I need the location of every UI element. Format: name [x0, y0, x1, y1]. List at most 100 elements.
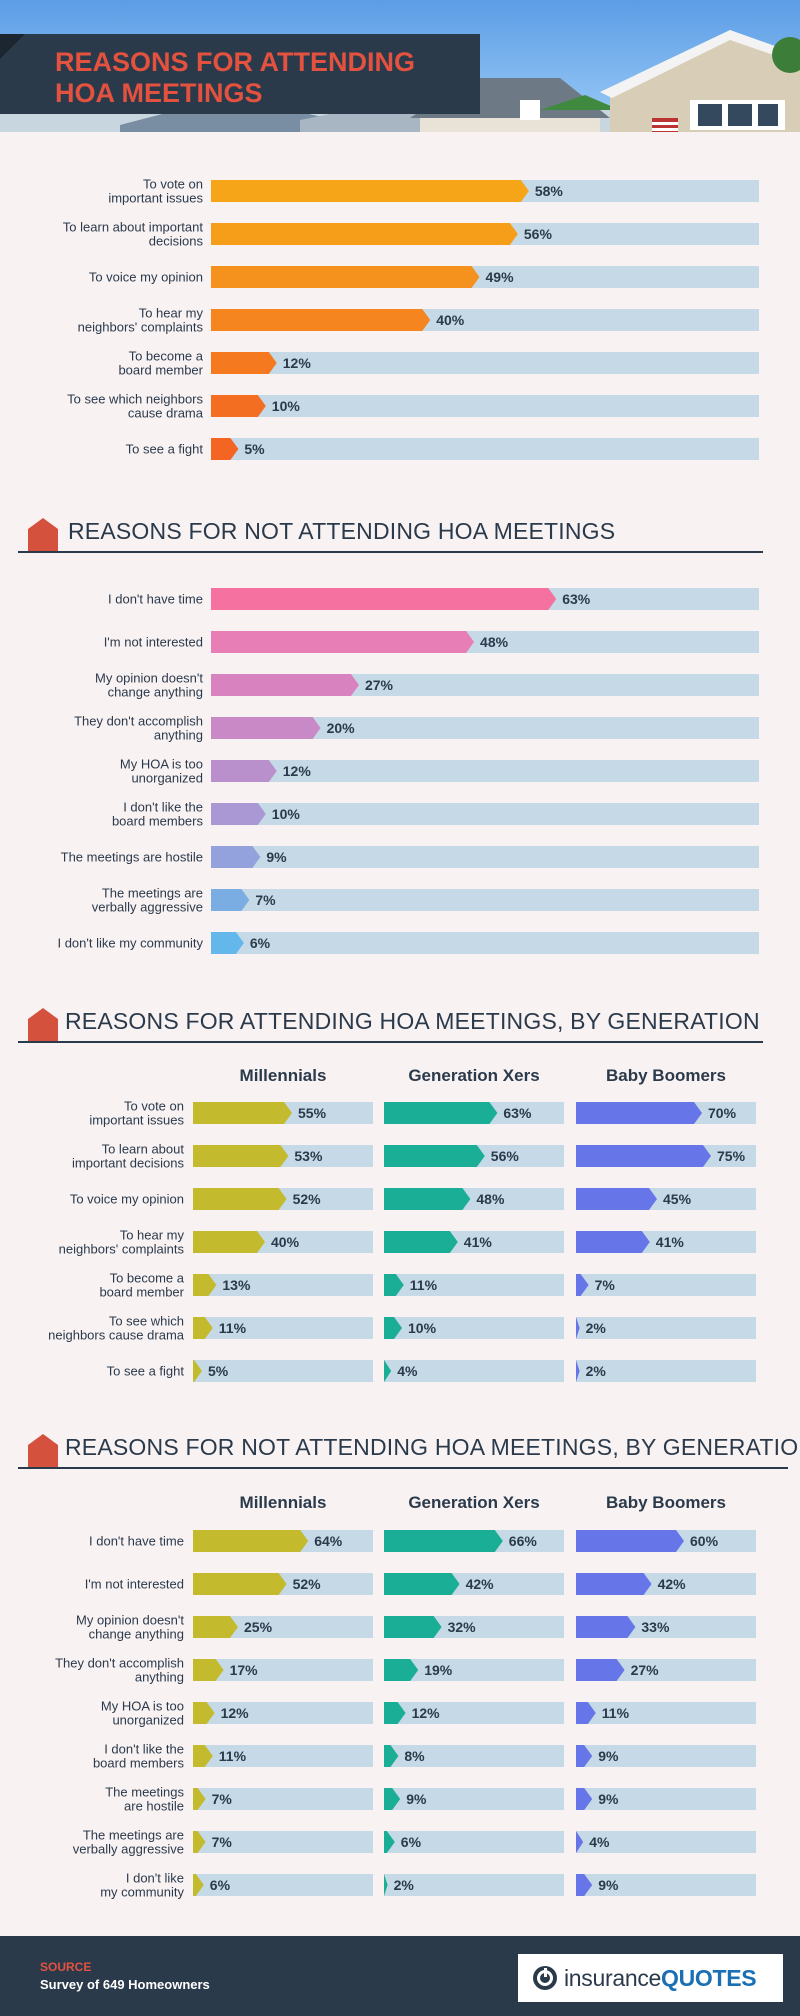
- bar-value-label: 10%: [272, 806, 301, 822]
- row-the-meetings-are-hostile-baby-boomers-bar: 9%: [576, 1788, 756, 1810]
- bar-fill: [193, 1317, 213, 1339]
- bar-value-label: 6%: [210, 1877, 231, 1893]
- bar-value-label: 64%: [314, 1533, 343, 1549]
- bar-value-label: 41%: [656, 1234, 685, 1250]
- row-i-don-t-like-the-board-members-label: I don't like the board members: [112, 800, 204, 829]
- bar-value-label: 32%: [448, 1619, 477, 1635]
- row-to-voice-my-opinion-baby-boomers-bar: 45%: [576, 1188, 756, 1210]
- bar-track: [211, 803, 759, 825]
- row-they-don-t-accomplish-anything-label: They don't accomplish anything: [74, 714, 203, 743]
- row-to-become-a-board-member-millennials-bar: 13%: [193, 1274, 373, 1296]
- bar-value-label: 25%: [244, 1619, 273, 1635]
- brand-logo[interactable]: insuranceQUOTES: [518, 1954, 783, 2002]
- row-my-opinion-doesn-t-change-anything-bar: 27%: [211, 674, 759, 696]
- house-icon: [28, 1008, 58, 1042]
- bar-value-label: 9%: [598, 1748, 619, 1764]
- bar-fill: [576, 1274, 589, 1296]
- bar-fill: [576, 1616, 636, 1638]
- bar-fill: [384, 1145, 485, 1167]
- bar-track: [576, 1745, 756, 1767]
- row-i-m-not-interested-label: I'm not interested: [104, 635, 203, 650]
- bar-value-label: 42%: [658, 1576, 687, 1592]
- row-the-meetings-are-hostile-bar: 9%: [211, 846, 759, 868]
- row-to-see-a-fight-baby-boomers-bar: 2%: [576, 1360, 756, 1382]
- row-to-learn-about-important-decisions-label: To learn about important decisions: [72, 1142, 184, 1171]
- row-my-opinion-doesn-t-change-anything-millennials-bar: 25%: [193, 1616, 373, 1638]
- bar-value-label: 11%: [410, 1277, 438, 1293]
- bar-value-label: 4%: [589, 1834, 610, 1850]
- bar-value-label: 75%: [717, 1148, 746, 1164]
- bar-value-label: 11%: [219, 1748, 247, 1764]
- bar-value-label: 12%: [221, 1705, 250, 1721]
- row-my-hoa-is-too-unorganized-label: My HOA is too unorganized: [101, 1699, 184, 1728]
- row-my-hoa-is-too-unorganized-millennials-bar: 12%: [193, 1702, 373, 1724]
- chart-not-attending: I don't have time 63% I'm not interested 48…: [57, 588, 759, 954]
- row-to-hear-my-neighbors-complaints-bar: 40%: [211, 309, 759, 331]
- row-the-meetings-are-verbally-aggressive-generation-xers-bar: 6%: [384, 1831, 564, 1853]
- bar-value-label: 63%: [503, 1105, 532, 1121]
- source-text: Survey of 649 Homeowners: [40, 1977, 210, 1992]
- bar-value-label: 2%: [586, 1363, 607, 1379]
- bar-value-label: 9%: [598, 1791, 619, 1807]
- bar-track: [211, 932, 759, 954]
- bar-track: [211, 717, 759, 739]
- section-title: REASONS FOR ATTENDING HOA MEETINGS, BY G…: [65, 1008, 760, 1034]
- bar-track: [576, 1702, 756, 1724]
- bar-value-label: 7%: [212, 1791, 233, 1807]
- bar-fill: [211, 803, 266, 825]
- bar-value-label: 19%: [424, 1662, 453, 1678]
- bar-track: [193, 1616, 373, 1638]
- row-my-opinion-doesn-t-change-anything-label: My opinion doesn't change anything: [76, 1613, 184, 1642]
- bar-track: [576, 1874, 756, 1896]
- bar-fill: [384, 1317, 402, 1339]
- row-the-meetings-are-verbally-aggressive-millennials-bar: 7%: [193, 1831, 373, 1853]
- row-i-don-t-like-my-community-millennials-bar: 6%: [193, 1874, 373, 1896]
- row-i-don-t-like-my-community-baby-boomers-bar: 9%: [576, 1874, 756, 1896]
- bar-value-label: 12%: [283, 763, 312, 779]
- row-to-see-which-neighbors-cause-drama-bar: 10%: [211, 395, 759, 417]
- bar-track: [193, 1874, 373, 1896]
- bar-value-label: 8%: [404, 1748, 425, 1764]
- row-i-m-not-interested-baby-boomers-bar: 42%: [576, 1573, 756, 1595]
- bar-value-label: 5%: [208, 1363, 229, 1379]
- bar-track: [384, 1317, 564, 1339]
- row-to-vote-on-important-issues-millennials-bar: 55%: [193, 1102, 373, 1124]
- bar-fill: [576, 1360, 580, 1382]
- bar-value-label: 7%: [212, 1834, 233, 1850]
- row-to-hear-my-neighbors-complaints-millennials-bar: 40%: [193, 1231, 373, 1253]
- bar-value-label: 20%: [327, 720, 356, 736]
- row-they-don-t-accomplish-anything-generation-xers-bar: 19%: [384, 1659, 564, 1681]
- bar-value-label: 66%: [509, 1533, 538, 1549]
- bar-value-label: 10%: [408, 1320, 437, 1336]
- bar-fill: [384, 1188, 471, 1210]
- section-divider: [18, 1041, 763, 1043]
- bar-track: [384, 1745, 564, 1767]
- bar-fill: [193, 1102, 292, 1124]
- column-header-genx: Generation Xers: [408, 1493, 540, 1512]
- bar-value-label: 48%: [480, 634, 509, 650]
- row-i-m-not-interested-bar: 48%: [211, 631, 759, 653]
- bar-fill: [211, 309, 431, 331]
- footer: SOURCE Survey of 649 Homeowners insuranc…: [0, 1936, 800, 2016]
- bar-fill: [384, 1274, 404, 1296]
- row-they-don-t-accomplish-anything-bar: 20%: [211, 717, 759, 739]
- bar-track: [384, 1874, 564, 1896]
- bar-value-label: 6%: [250, 935, 271, 951]
- bar-value-label: 6%: [401, 1834, 422, 1850]
- bar-track: [193, 1274, 373, 1296]
- row-to-see-a-fight-bar: 5%: [211, 438, 759, 460]
- bar-fill: [193, 1702, 215, 1724]
- row-to-become-a-board-member-generation-xers-bar: 11%: [384, 1274, 564, 1296]
- bar-track: [384, 1360, 564, 1382]
- logo-text-part2: QUOTES: [661, 1964, 757, 1991]
- column-header-boomers: Baby Boomers: [606, 1493, 726, 1512]
- row-to-become-a-board-member-label: To become a board member: [99, 1271, 184, 1300]
- section-title: REASONS FOR NOT ATTENDING HOA MEETINGS, …: [65, 1434, 800, 1460]
- bar-fill: [384, 1831, 395, 1853]
- bar-value-label: 52%: [293, 1576, 322, 1592]
- bar-fill: [384, 1659, 419, 1681]
- row-to-see-a-fight-generation-xers-bar: 4%: [384, 1360, 564, 1382]
- title-line-1: REASONS FOR ATTENDING: [55, 47, 416, 77]
- bar-fill: [384, 1102, 498, 1124]
- bar-fill: [211, 180, 529, 202]
